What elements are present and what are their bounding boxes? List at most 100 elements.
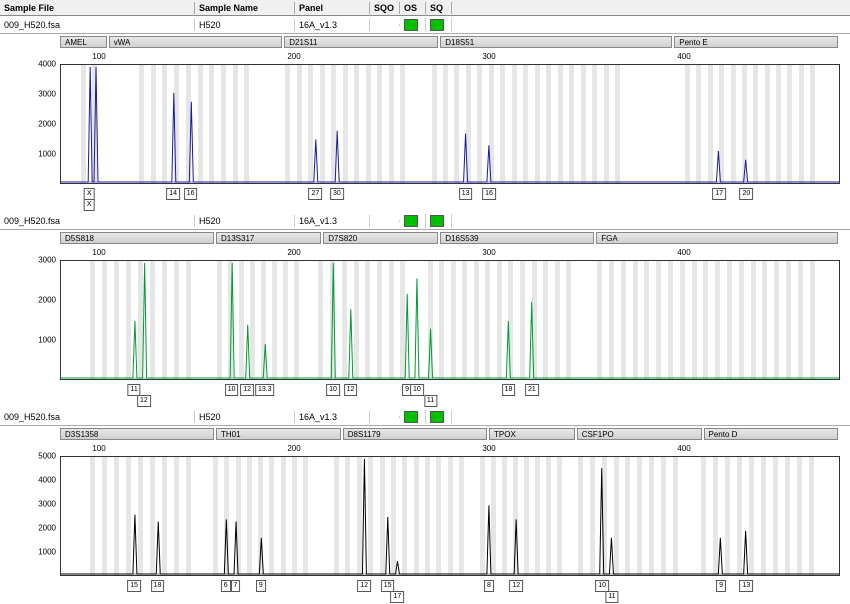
y-tick: 4000 bbox=[38, 476, 56, 485]
y-axis: 10002000300040005000 bbox=[0, 456, 58, 576]
sample-info-row: 009_H520.fsaH52016A_v1.3 bbox=[0, 212, 850, 230]
allele-call[interactable]: 8 bbox=[484, 580, 494, 592]
peaks-layer bbox=[61, 261, 839, 379]
allele-call[interactable]: 18 bbox=[151, 580, 165, 592]
x-axis-ruler: 100200300400 bbox=[60, 52, 840, 64]
column-header[interactable]: OS bbox=[400, 2, 426, 14]
marker-label[interactable]: AMEL bbox=[60, 36, 107, 48]
marker-label[interactable]: D8S1179 bbox=[343, 428, 487, 440]
marker-label[interactable]: Pento D bbox=[704, 428, 839, 440]
allele-call[interactable]: 13 bbox=[739, 580, 753, 592]
marker-label[interactable]: D21S11 bbox=[284, 36, 438, 48]
y-tick: 2000 bbox=[38, 296, 56, 305]
allele-call[interactable]: 12 bbox=[137, 395, 151, 407]
x-tick: 200 bbox=[287, 248, 300, 257]
allele-call[interactable]: 14 bbox=[166, 188, 180, 200]
y-tick: 2000 bbox=[38, 524, 56, 533]
peaks-layer bbox=[61, 457, 839, 575]
x-axis-ruler: 100200300400 bbox=[60, 444, 840, 456]
y-axis: 1000200030004000 bbox=[0, 64, 58, 184]
marker-label[interactable]: D3S1358 bbox=[60, 428, 214, 440]
allele-call[interactable]: 15 bbox=[127, 580, 141, 592]
x-tick: 100 bbox=[92, 248, 105, 257]
allele-call[interactable]: 21 bbox=[525, 384, 539, 396]
allele-call[interactable]: 10 bbox=[410, 384, 424, 396]
allele-call[interactable]: 12 bbox=[509, 580, 523, 592]
allele-call[interactable]: 6 bbox=[221, 580, 231, 592]
marker-label[interactable]: FGA bbox=[596, 232, 838, 244]
sample-file-cell: 009_H520.fsa bbox=[0, 19, 195, 31]
marker-label[interactable]: D5S818 bbox=[60, 232, 214, 244]
peaks-layer bbox=[61, 65, 839, 183]
marker-label[interactable]: CSF1PO bbox=[577, 428, 702, 440]
x-tick: 100 bbox=[92, 52, 105, 61]
allele-call[interactable]: 13 bbox=[459, 188, 473, 200]
x-tick: 300 bbox=[482, 444, 495, 453]
status-led-cell bbox=[426, 18, 452, 32]
status-led-icon bbox=[430, 19, 444, 31]
allele-call[interactable]: 18 bbox=[502, 384, 516, 396]
column-header[interactable]: SQ bbox=[426, 2, 452, 14]
sample-name-cell: H520 bbox=[195, 215, 295, 227]
allele-call[interactable]: 27 bbox=[309, 188, 323, 200]
allele-call[interactable]: 12 bbox=[344, 384, 358, 396]
x-tick: 100 bbox=[92, 444, 105, 453]
y-tick: 5000 bbox=[38, 452, 56, 461]
allele-call[interactable]: 9 bbox=[256, 580, 266, 592]
status-led-cell bbox=[426, 214, 452, 228]
status-led-cell bbox=[400, 18, 426, 32]
allele-call[interactable]: 17 bbox=[390, 591, 404, 603]
y-tick: 3000 bbox=[38, 256, 56, 265]
allele-call[interactable]: 10 bbox=[326, 384, 340, 396]
allele-call[interactable]: 20 bbox=[739, 188, 753, 200]
electropherogram-plot[interactable] bbox=[60, 260, 840, 380]
column-header[interactable]: Sample Name bbox=[195, 2, 295, 14]
x-tick: 400 bbox=[677, 52, 690, 61]
marker-label[interactable]: Pento E bbox=[674, 36, 838, 48]
column-header[interactable]: SQO bbox=[370, 2, 400, 14]
allele-call-row: XX1416273013161720 bbox=[60, 188, 840, 212]
allele-call[interactable]: 30 bbox=[330, 188, 344, 200]
allele-call[interactable]: 16 bbox=[184, 188, 198, 200]
electropherogram-plot[interactable] bbox=[60, 64, 840, 184]
marker-label[interactable]: TPOX bbox=[489, 428, 575, 440]
column-header-row: Sample FileSample NamePanelSQOOSSQ bbox=[0, 0, 850, 16]
x-tick: 400 bbox=[677, 444, 690, 453]
allele-call[interactable]: 11 bbox=[424, 395, 437, 407]
allele-call-row: 15186791215178121011913 bbox=[60, 580, 840, 604]
allele-call[interactable]: 17 bbox=[712, 188, 726, 200]
allele-call[interactable]: 13.3 bbox=[255, 384, 275, 396]
marker-label[interactable]: D16S539 bbox=[440, 232, 594, 244]
y-tick: 1000 bbox=[38, 548, 56, 557]
status-led-icon bbox=[404, 19, 418, 31]
marker-label[interactable]: D18S51 bbox=[440, 36, 672, 48]
sqo-cell bbox=[370, 416, 400, 418]
x-tick: 400 bbox=[677, 248, 690, 257]
allele-call[interactable]: 12 bbox=[240, 384, 254, 396]
sample-file-cell: 009_H520.fsa bbox=[0, 215, 195, 227]
sqo-cell bbox=[370, 220, 400, 222]
status-led-cell bbox=[426, 410, 452, 424]
sample-info-row: 009_H520.fsaH52016A_v1.3 bbox=[0, 408, 850, 426]
allele-call[interactable]: X bbox=[84, 199, 95, 211]
sqo-cell bbox=[370, 24, 400, 26]
allele-call[interactable]: 16 bbox=[482, 188, 496, 200]
allele-call[interactable]: 12 bbox=[357, 580, 371, 592]
x-axis-ruler: 100200300400 bbox=[60, 248, 840, 260]
allele-call[interactable]: 10 bbox=[225, 384, 239, 396]
sample-name-cell: H520 bbox=[195, 19, 295, 31]
marker-label[interactable]: D13S317 bbox=[216, 232, 321, 244]
column-header[interactable]: Panel bbox=[295, 2, 370, 14]
allele-call[interactable]: 9 bbox=[716, 580, 726, 592]
status-led-icon bbox=[430, 215, 444, 227]
y-tick: 4000 bbox=[38, 60, 56, 69]
allele-call[interactable]: 7 bbox=[231, 580, 241, 592]
marker-label[interactable]: vWA bbox=[109, 36, 283, 48]
allele-call[interactable]: 11 bbox=[605, 591, 618, 603]
electropherogram-plot[interactable] bbox=[60, 456, 840, 576]
marker-bar: AMELvWAD21S11D18S51Pento E bbox=[60, 36, 840, 50]
marker-label[interactable]: TH01 bbox=[216, 428, 341, 440]
marker-label[interactable]: D7S820 bbox=[323, 232, 438, 244]
column-header[interactable]: Sample File bbox=[0, 2, 195, 14]
allele-call-row: 1112101213.31012910111821 bbox=[60, 384, 840, 408]
